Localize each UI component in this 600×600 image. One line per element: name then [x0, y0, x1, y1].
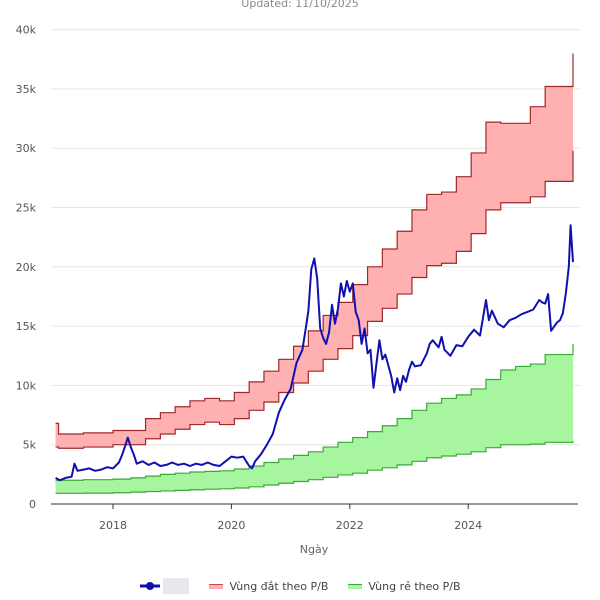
- legend-item-expensive[interactable]: Vùng đắt theo P/B: [209, 580, 328, 593]
- expensive-legend-label: Vùng đắt theo P/B: [229, 579, 329, 593]
- y-tick-label: 35k: [16, 83, 37, 96]
- chart: 0 5k 10k 15k 20k 25k 30k 35k 40k 2018 2020 2022 202…: [16, 24, 580, 556]
- y-tick-label: 10k: [16, 379, 37, 392]
- x-tick-label: 2020: [217, 519, 245, 532]
- y-tick-label: 0: [29, 498, 36, 511]
- x-axis-label: Ngày: [300, 543, 329, 556]
- y-tick-label: 25k: [16, 202, 37, 215]
- y-tick-label: 5k: [23, 439, 37, 452]
- x-axis: 2018 2020 2022 2024: [51, 503, 578, 532]
- cheap-legend-label: Vùng rẻ theo P/B: [368, 579, 461, 593]
- y-tick-label: 15k: [16, 320, 37, 333]
- x-tick-label: 2018: [99, 519, 127, 532]
- cheap-band-lower-line: [55, 441, 574, 494]
- x-tick-label: 2024: [454, 519, 482, 532]
- y-tick-label: 30k: [16, 142, 37, 155]
- expensive-band-upper-line: [55, 53, 574, 435]
- legend-item-cheap[interactable]: Vùng rẻ theo P/B: [348, 579, 461, 593]
- bands: [55, 53, 574, 494]
- price-line: [55, 224, 574, 482]
- price-line-marker-icon: [140, 582, 161, 590]
- legend-item-price[interactable]: [139, 578, 190, 594]
- y-tick-label: 40k: [16, 24, 37, 37]
- price-legend-label-box: [163, 578, 190, 594]
- price-series: [55, 224, 574, 482]
- expensive-swatch-icon: [209, 583, 224, 589]
- x-tick-label: 2022: [336, 519, 364, 532]
- y-tick-label: 20k: [16, 261, 37, 274]
- expensive-band-lower-line: [55, 150, 574, 449]
- legend: Vùng đắt theo P/B Vùng rẻ theo P/B: [0, 578, 600, 594]
- y-axis-ticks: 0 5k 10k 15k 20k 25k 30k 35k 40k: [16, 24, 37, 511]
- cheap-swatch-icon: [348, 583, 363, 589]
- updated-timestamp: Updated: 11/10/2025: [241, 0, 359, 10]
- cheap-band-upper-line: [55, 343, 574, 481]
